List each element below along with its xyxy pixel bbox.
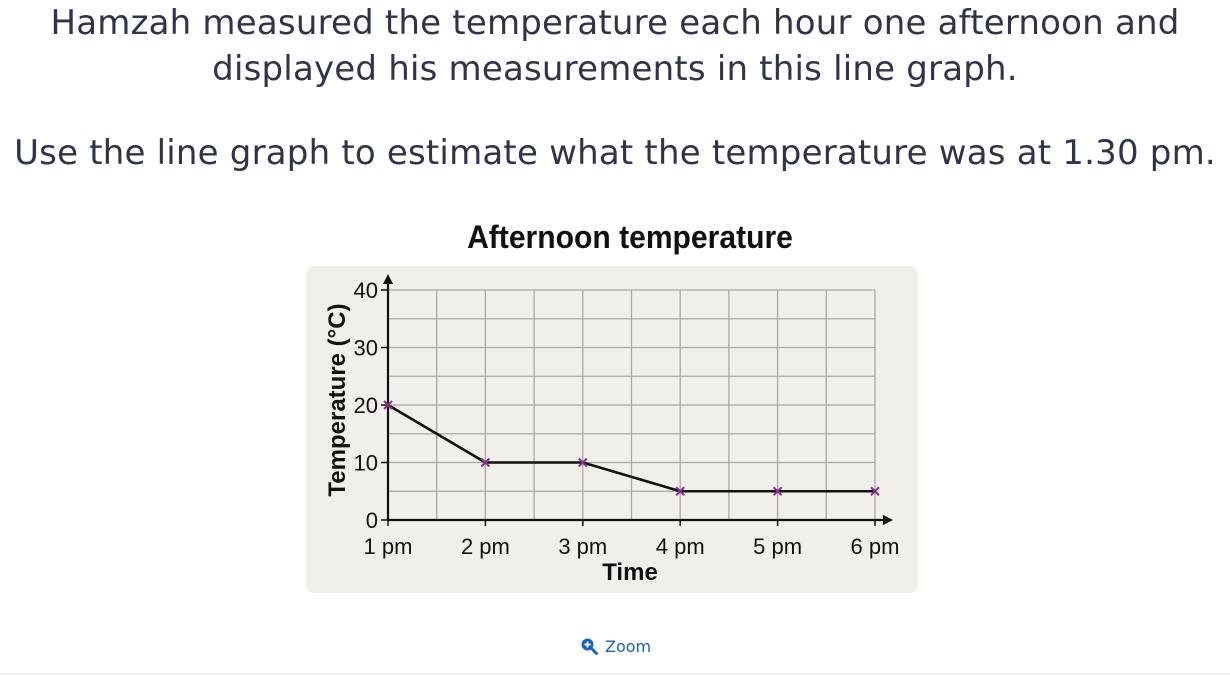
chart-title: Afternoon temperature <box>467 219 793 255</box>
series-line <box>387 403 875 493</box>
marker-stroke <box>675 486 685 496</box>
chart-svg: Afternoon temperature 0 10 20 30 40 1 pm 2 pm 3… <box>306 219 918 593</box>
marker-stroke <box>383 400 393 410</box>
x-tick-label: 4 pm <box>656 534 705 559</box>
line-chart: Afternoon temperature 0 10 20 30 40 1 pm 2 pm 3… <box>300 210 930 600</box>
x-tick-label: 5 pm <box>753 534 802 559</box>
x-tick-label: 1 pm <box>364 534 413 559</box>
data-point-marker <box>383 400 393 410</box>
x-tick-label: 3 pm <box>558 534 607 559</box>
marker-stroke <box>772 486 783 496</box>
divider <box>0 673 1230 674</box>
question-text: Hamzah measured the temperature each hou… <box>50 3 1180 89</box>
data-point-marker <box>870 486 880 496</box>
series <box>383 400 880 496</box>
y-tick-label: 0 <box>366 508 378 533</box>
marker-stroke <box>480 457 491 468</box>
y-axis-label: Temperature (°C) <box>324 303 351 496</box>
zoom-button[interactable]: Zoom <box>580 634 651 658</box>
data-point-marker <box>578 457 588 468</box>
x-tick-label: 2 pm <box>461 534 510 559</box>
marker-stroke <box>578 457 588 468</box>
y-tick-label: 10 <box>354 451 378 476</box>
x-axis-label: Time <box>602 559 658 586</box>
y-tick-label: 20 <box>354 393 378 418</box>
zoom-in-icon <box>580 637 598 655</box>
x-tick-label: 6 pm <box>851 534 900 559</box>
axes <box>381 274 893 526</box>
data-point-marker <box>675 486 685 496</box>
y-tick-label: 40 <box>354 278 378 303</box>
tick-labels: 0 10 20 30 40 1 pm 2 pm 3 pm 4 pm 5 pm 6 pm <box>354 278 900 559</box>
zoom-label: Zoom <box>605 636 652 656</box>
question-prompt: Use the line graph to estimate what the … <box>14 133 1216 173</box>
data-point-marker <box>772 486 783 496</box>
x-axis-arrow <box>883 515 893 525</box>
y-axis-arrow <box>383 274 393 284</box>
y-tick-label: 30 <box>354 336 378 361</box>
data-point-marker <box>480 457 491 468</box>
marker-stroke <box>870 486 880 496</box>
